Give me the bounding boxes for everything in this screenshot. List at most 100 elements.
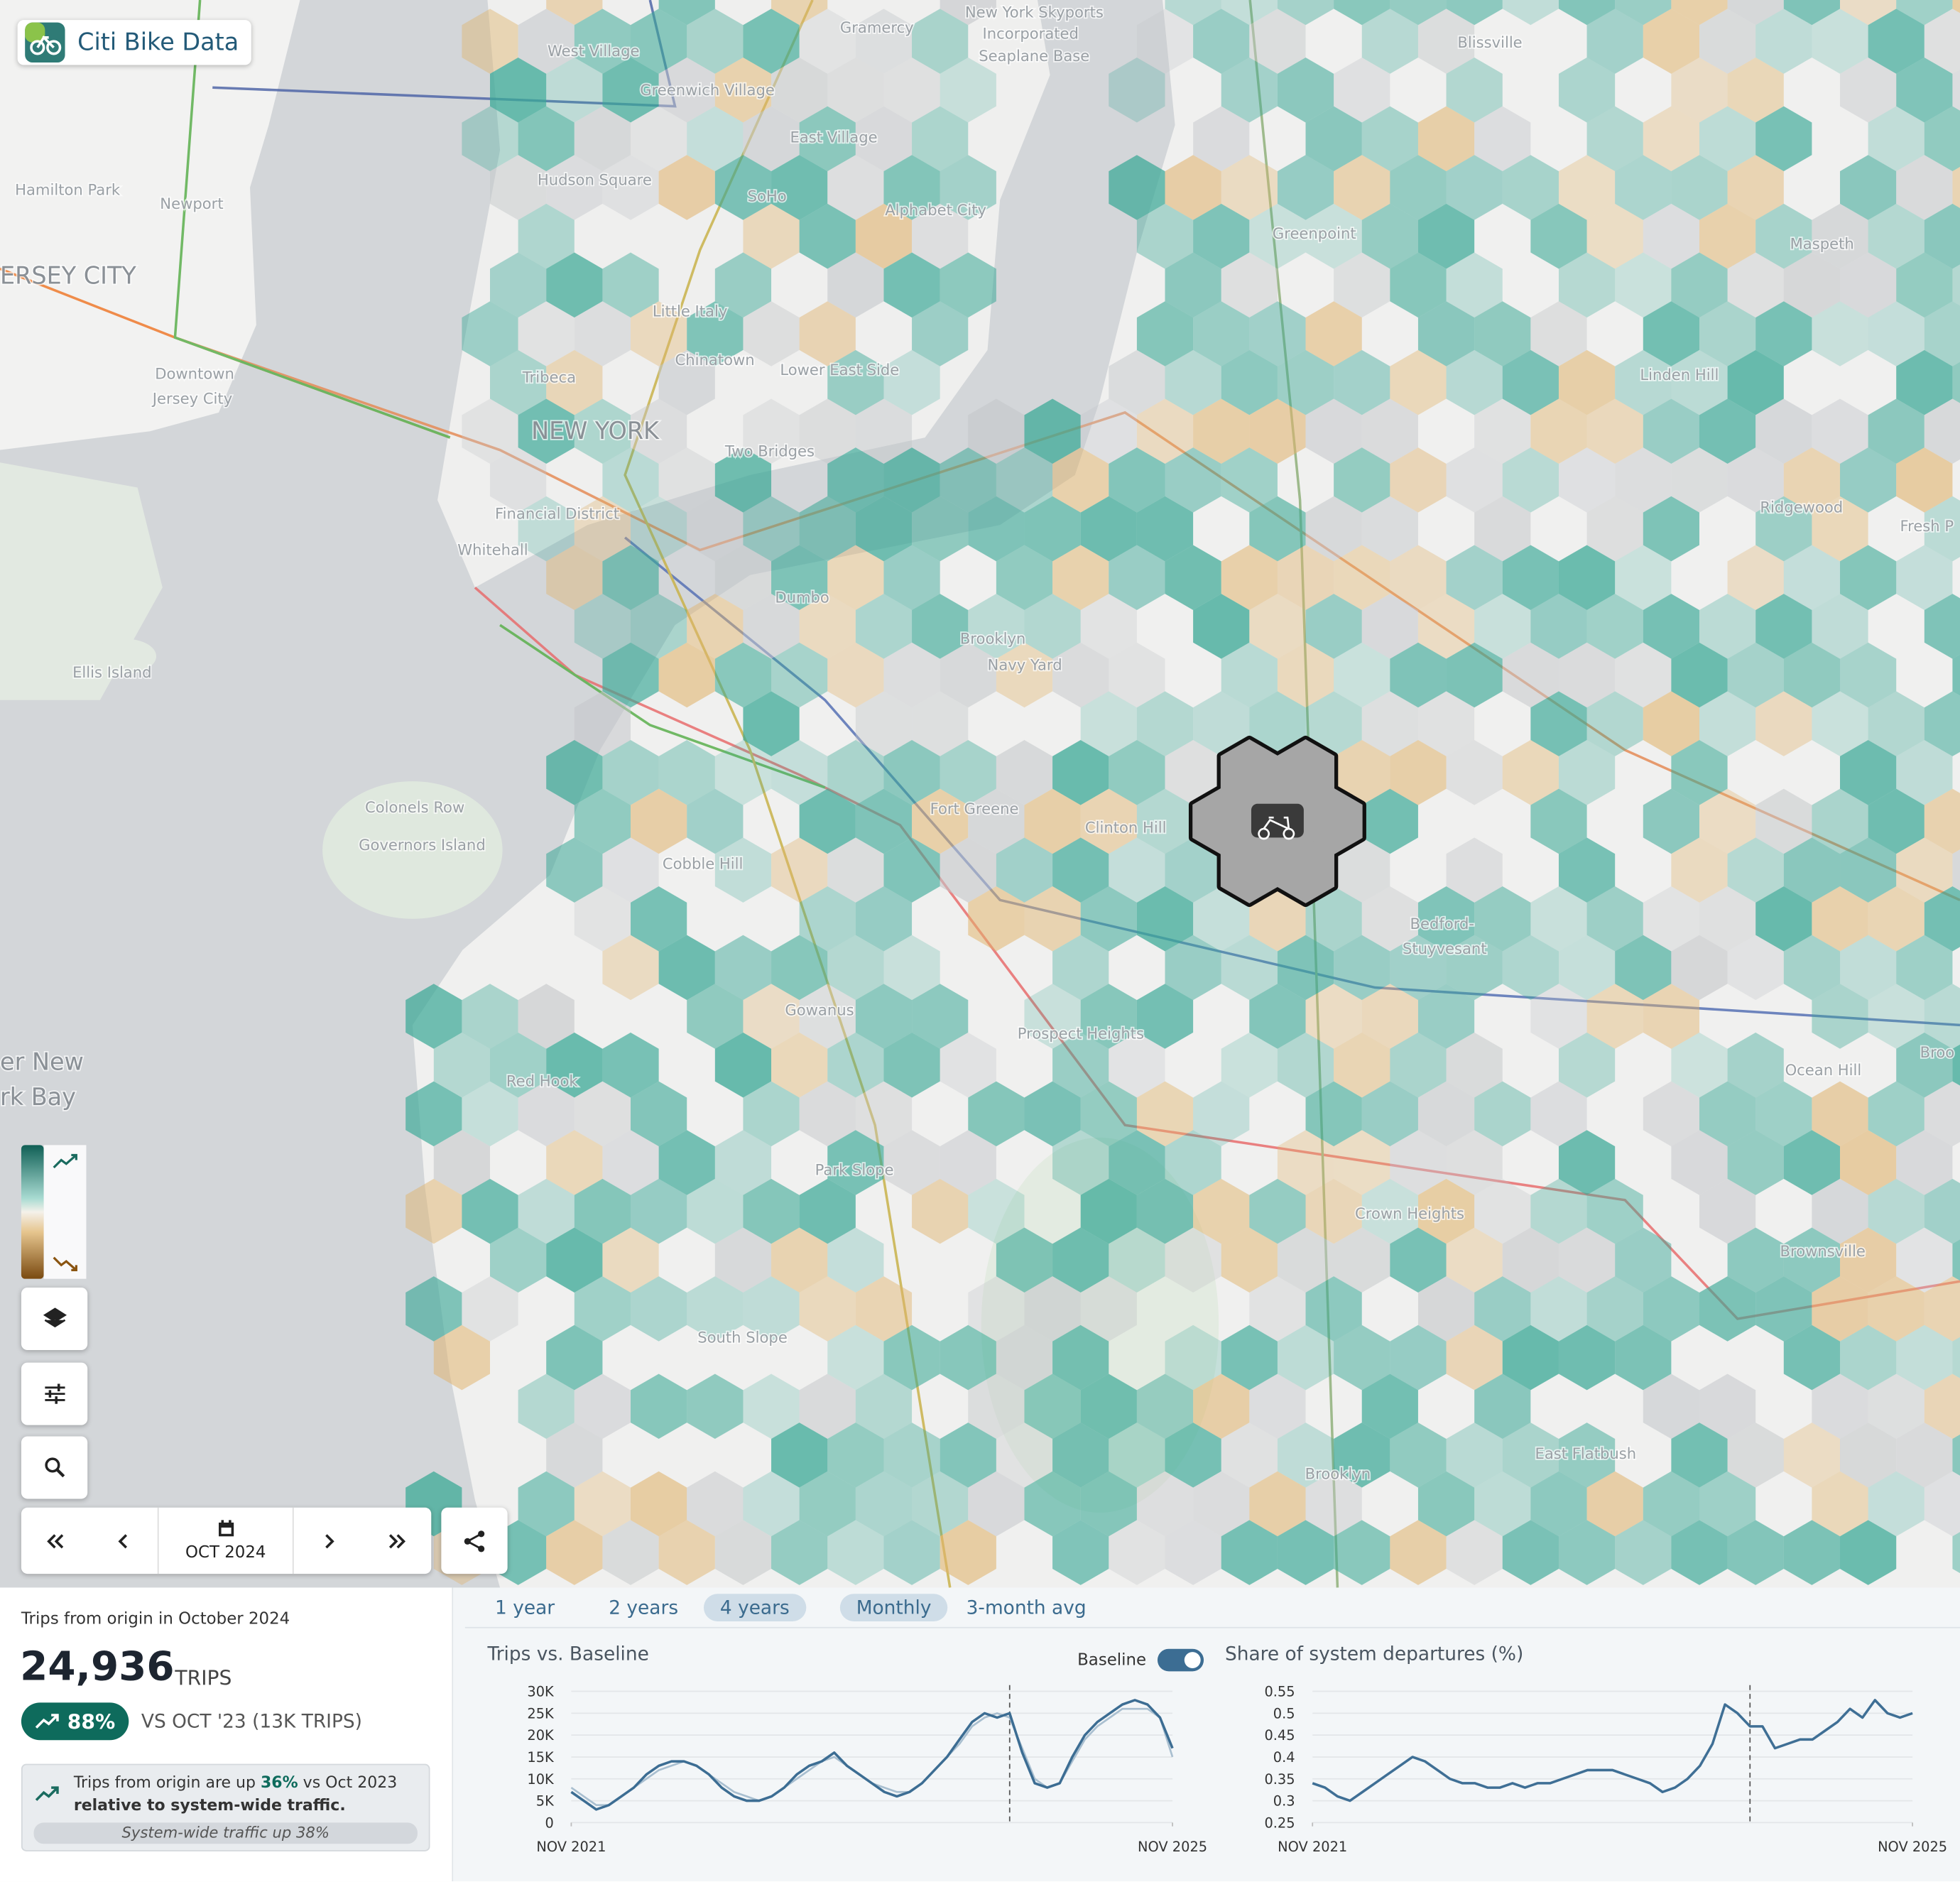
forward-year-button[interactable] xyxy=(364,1508,431,1574)
hex-cell xyxy=(1840,837,1897,903)
back-month-button[interactable] xyxy=(89,1508,158,1574)
share-button[interactable] xyxy=(441,1507,508,1574)
hex-cell xyxy=(799,1178,856,1244)
hex-cell xyxy=(1727,642,1784,708)
hex-cell xyxy=(827,1325,884,1391)
hex-cell xyxy=(771,642,828,708)
hex-cell xyxy=(546,155,603,220)
comparison: VS OCT '23 (13K TRIPS) xyxy=(141,1709,362,1733)
hex-cell xyxy=(574,691,631,756)
layers-button[interactable] xyxy=(21,1288,88,1351)
hex-cell xyxy=(1643,788,1699,854)
hex-cell xyxy=(1558,1032,1616,1098)
map-label: Brooklyn xyxy=(1305,1464,1371,1482)
hex-cell xyxy=(1277,155,1334,220)
forward-month-button[interactable] xyxy=(294,1508,364,1574)
map: West Village Greenwich Village Gramercy … xyxy=(0,0,1960,1588)
hex-cell xyxy=(1136,1178,1194,1244)
hex-cell xyxy=(687,1276,744,1342)
range-tab[interactable]: 1 year xyxy=(495,1596,555,1619)
map-label: Whitehall xyxy=(457,541,528,559)
hex-cell xyxy=(1783,1423,1841,1488)
hex-cell xyxy=(1586,1276,1643,1342)
hex-cell xyxy=(1615,349,1672,415)
hex-cell xyxy=(574,886,631,952)
hex-cell xyxy=(658,642,715,708)
brand[interactable]: Citi Bike Data xyxy=(17,20,251,65)
range-tab[interactable]: 2 years xyxy=(609,1596,679,1619)
hex-cell xyxy=(827,57,884,123)
map-label: Ridgewood xyxy=(1760,499,1843,516)
hex-cell xyxy=(968,1471,1025,1537)
hex-cell xyxy=(1952,1239,1960,1281)
hex-cell xyxy=(883,1423,940,1488)
map-label: Crown Heights xyxy=(1355,1204,1464,1222)
right-icon xyxy=(325,1533,334,1548)
hex-cell xyxy=(1417,984,1475,1049)
hex-cell xyxy=(1727,1130,1784,1195)
hex-cell xyxy=(1024,398,1081,464)
hex-cell xyxy=(1812,9,1868,74)
hex-cell xyxy=(1586,9,1643,74)
hex-cell xyxy=(912,203,969,269)
hex-cell xyxy=(1586,1178,1643,1244)
search-button[interactable] xyxy=(21,1436,88,1499)
hex-cell xyxy=(546,1032,603,1098)
hex-cell xyxy=(405,1178,462,1244)
app-title: Citi Bike Data xyxy=(77,28,239,57)
hex-cell xyxy=(940,447,996,513)
hex-cell xyxy=(799,496,856,562)
hex-cell xyxy=(546,545,603,610)
hex-cell xyxy=(1474,106,1531,172)
hex-cell xyxy=(1558,837,1616,903)
hex-cell xyxy=(1221,252,1278,318)
hex-cell xyxy=(1474,594,1531,659)
hex-cell xyxy=(1783,935,1841,1001)
hex-cell xyxy=(799,1081,856,1147)
hex-cell xyxy=(827,1227,884,1293)
hex-cell xyxy=(1390,1227,1447,1293)
hex-cell xyxy=(743,9,800,74)
hex-cell xyxy=(1671,252,1728,318)
hex-cell xyxy=(602,1032,659,1098)
hex-cell xyxy=(1109,1032,1165,1098)
hex-cell xyxy=(687,1471,744,1537)
hex-cell xyxy=(827,1032,884,1098)
summary-value: 24,936 xyxy=(20,1642,175,1690)
hex-cell xyxy=(940,1423,996,1488)
hex-cell xyxy=(1249,1276,1306,1342)
hex-cell xyxy=(1558,545,1616,610)
hex-cell xyxy=(968,496,1025,562)
hex-cell xyxy=(1193,398,1250,464)
hex-cell xyxy=(489,349,547,415)
hex-cell xyxy=(1277,642,1334,708)
hex-cell xyxy=(1643,1276,1699,1342)
hex-cell xyxy=(546,1520,603,1585)
hex-cell xyxy=(1221,447,1278,513)
hex-cell xyxy=(743,203,800,269)
hex-cell xyxy=(1952,264,1960,306)
back-year-button[interactable] xyxy=(21,1508,89,1574)
hex-cell xyxy=(1502,447,1559,513)
hex-cell xyxy=(743,398,800,464)
filters-button[interactable] xyxy=(21,1362,88,1425)
selected-cell xyxy=(1220,837,1278,903)
range-tab[interactable]: 3-month avg xyxy=(966,1596,1087,1619)
hex-cell xyxy=(1530,1178,1587,1244)
hex-cell xyxy=(1643,984,1699,1049)
hex-cell xyxy=(489,1032,547,1098)
hex-cell xyxy=(743,984,800,1049)
hex-cell xyxy=(1558,447,1616,513)
hex-cell xyxy=(1136,691,1194,756)
hex-cell xyxy=(1530,886,1587,952)
range-tab[interactable]: 4 years xyxy=(703,1594,806,1621)
hex-cell xyxy=(1924,1276,1960,1342)
hex-cell xyxy=(940,740,996,805)
range-tab[interactable]: Monthly xyxy=(839,1594,948,1621)
hex-cell xyxy=(1840,447,1897,513)
hex-cell xyxy=(546,57,603,123)
hex-cell xyxy=(631,106,687,172)
hex-cell xyxy=(1109,349,1165,415)
date-picker[interactable]: OCT 2024 xyxy=(157,1507,294,1574)
hex-cell xyxy=(546,349,603,415)
